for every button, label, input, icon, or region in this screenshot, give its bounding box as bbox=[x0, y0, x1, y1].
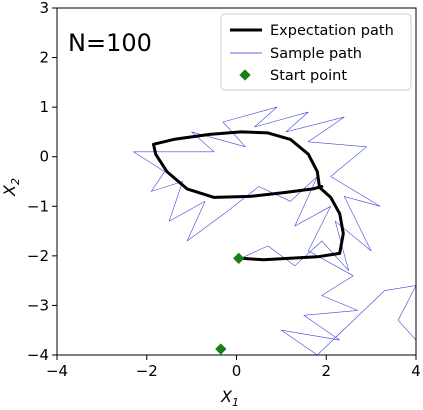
sample-path-layer bbox=[133, 106, 416, 355]
legend: Expectation path Sample path Start point bbox=[220, 13, 412, 91]
x-tick-label: −2 bbox=[136, 362, 158, 380]
y-axis-label-subscript: 2 bbox=[9, 178, 22, 185]
y-axis-ticks: −4 −3 −2 −1 0 1 2 3 bbox=[27, 0, 57, 364]
y-tick-label: 3 bbox=[39, 0, 49, 17]
y-tick-label: −1 bbox=[27, 197, 49, 215]
y-tick-label: 0 bbox=[39, 148, 49, 166]
y-tick-label: 1 bbox=[39, 98, 49, 116]
x-tick-label: 2 bbox=[321, 362, 331, 380]
x-tick-label: 0 bbox=[232, 362, 242, 380]
x-axis-label-subscript: 1 bbox=[232, 396, 239, 406]
legend-label-start: Start point bbox=[270, 68, 347, 84]
legend-box bbox=[220, 13, 412, 91]
legend-label-expectation: Expectation path bbox=[270, 23, 394, 39]
y-axis-label: X2 bbox=[0, 178, 22, 197]
expectation-path-line bbox=[152, 130, 345, 262]
y-tick-label: −4 bbox=[27, 346, 49, 364]
sample-path-line bbox=[133, 106, 416, 355]
x-tick-label: −4 bbox=[46, 362, 68, 380]
y-tick-label: 2 bbox=[39, 49, 49, 67]
x-tick-label: 4 bbox=[411, 362, 421, 380]
x-axis-label: X1 bbox=[220, 387, 239, 406]
x-axis-ticks: −4 −2 0 2 4 bbox=[46, 355, 421, 380]
sample-size-annotation: N=100 bbox=[68, 29, 152, 57]
expectation-path-layer bbox=[152, 130, 345, 262]
legend-label-sample: Sample path bbox=[270, 46, 362, 62]
y-tick-label: −3 bbox=[27, 296, 49, 314]
start-point-marker bbox=[215, 343, 227, 355]
y-tick-label: −2 bbox=[27, 247, 49, 265]
